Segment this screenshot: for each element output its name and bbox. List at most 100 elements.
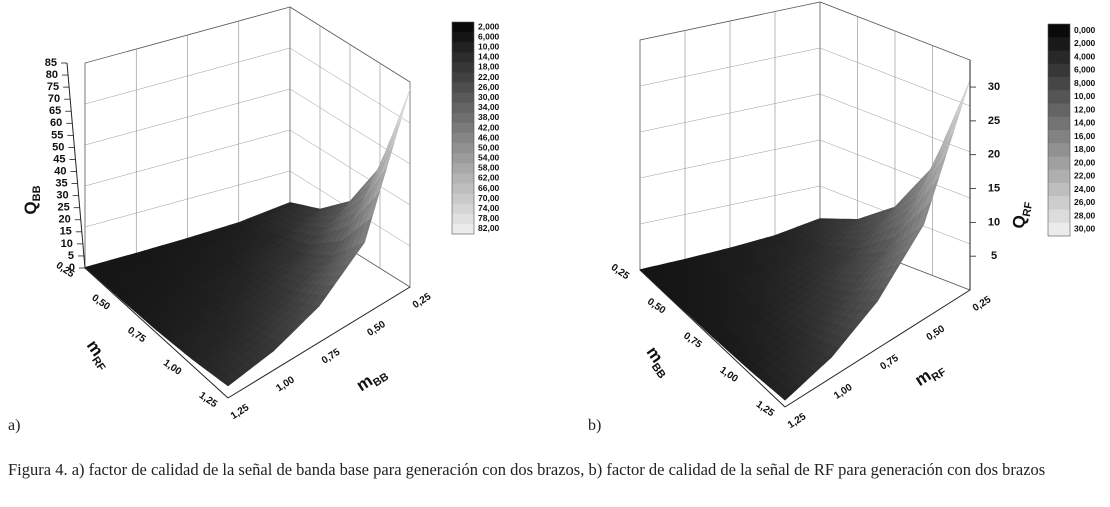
colorbar-swatch: [452, 92, 474, 104]
colorbar-label: 22,00: [478, 72, 500, 82]
colorbar-swatch: [452, 112, 474, 124]
chart-a: 0,250,500,751,001,250,250,500,751,001,25…: [21, 6, 500, 422]
colorbar-swatch: [1048, 196, 1070, 210]
colorbar-label: 42,00: [478, 122, 500, 132]
z-axis-title: QBB: [21, 185, 42, 214]
colorbar-swatch: [1048, 116, 1070, 131]
wall-grid-line: [819, 47, 971, 107]
surface-patch: [954, 80, 971, 120]
colorbar-swatch: [452, 203, 474, 215]
y-tick-label: 0,50: [645, 296, 668, 316]
y-axis-title: mBB: [640, 343, 675, 381]
y-tick-label: 0,75: [681, 331, 704, 351]
colorbar-swatch: [452, 163, 474, 174]
wall-grid-line: [84, 88, 291, 146]
figure-caption: Figura 4. a) factor de calidad de la señ…: [8, 460, 1046, 479]
colorbar-label: 20,00: [1074, 157, 1096, 167]
z-tick-label: 25: [988, 115, 1000, 127]
colorbar-swatch: [452, 82, 474, 94]
x-tick-label: 1,25: [786, 411, 809, 431]
colorbar-label: 0,000: [1074, 25, 1096, 35]
colorbar-label: 2,000: [478, 21, 500, 31]
z-tick-label: 20: [59, 214, 71, 226]
surface-patch: [396, 89, 411, 129]
z-tick-label: 75: [47, 81, 59, 93]
x-tick-label: 0,75: [878, 352, 901, 372]
y-axis-title: mRF: [81, 337, 116, 374]
z-tick-label: 65: [49, 105, 61, 117]
z-tick-label: 5: [68, 250, 74, 262]
colorbar-label: 62,00: [478, 173, 500, 183]
wall-grid-line: [819, 139, 971, 199]
colorbar-swatch: [452, 213, 474, 225]
colorbar-swatch: [1048, 63, 1070, 78]
colorbar-label: 74,00: [478, 203, 500, 213]
colorbar-swatch: [1048, 183, 1070, 197]
colorbar-label: 6,000: [1074, 65, 1096, 75]
x-tick-label: 0,50: [925, 323, 948, 343]
z-tick-label: 80: [46, 69, 58, 81]
z-tick-label: 10: [988, 216, 1000, 228]
colorbar-label: 16,00: [1074, 131, 1096, 141]
colorbar-swatch: [1048, 130, 1070, 144]
colorbar-swatch: [452, 22, 474, 33]
chart-b: 0,25 0,50 0,75 1,00 1,25 0,25 0,50 0,75 1,00 1,25…: [609, 1, 1096, 431]
z-tick-label: 0: [69, 262, 75, 274]
colorbar-swatch: [452, 183, 474, 195]
colorbar-label: 12,00: [1074, 104, 1096, 114]
x-tick-label: 1,00: [274, 374, 297, 394]
colorbar-swatch: [452, 32, 474, 43]
wall-grid-line: [84, 129, 291, 187]
colorbar-label: 6,000: [478, 31, 500, 41]
z-axis-title: QRF: [1009, 199, 1035, 230]
z-tick-label: 85: [45, 57, 57, 69]
z-tick-label: 60: [50, 117, 62, 129]
wall-grid-line: [639, 185, 821, 225]
x-tick-label: 0,75: [320, 346, 343, 366]
colorbar-swatch: [1048, 156, 1070, 171]
colorbar-frame: [451, 21, 475, 235]
z-tick-label: 45: [53, 153, 65, 165]
x-tick-label: 1,00: [832, 382, 855, 402]
colorbar-swatch: [452, 72, 474, 83]
colorbar-label: 26,00: [1074, 197, 1096, 207]
colorbar-label: 66,00: [478, 183, 500, 193]
colorbar-label: 82,00: [478, 223, 500, 233]
colorbar-label: 18,00: [1074, 144, 1096, 154]
z-tick-label: 40: [54, 165, 66, 177]
x-axis-title: mRF: [912, 358, 949, 392]
colorbar-swatch: [1048, 143, 1070, 157]
z-tick-label: 30: [988, 81, 1000, 93]
z-tick-label: 10: [61, 238, 73, 250]
colorbar-swatch: [1048, 169, 1070, 184]
colorbar-swatch: [1048, 24, 1070, 38]
wall-grid-line: [639, 47, 821, 87]
z-tick-label: 25: [57, 202, 69, 214]
colorbar-label: 38,00: [478, 112, 500, 122]
colorbar-swatch: [452, 102, 474, 114]
colorbar-label: 70,00: [478, 193, 500, 203]
colorbar-label: 30,00: [1074, 224, 1096, 234]
colorbar-label: 2,000: [1074, 38, 1096, 48]
colorbar-swatch: [1048, 50, 1070, 65]
colorbar-label: 10,00: [478, 41, 500, 51]
y-tick-label: 0,50: [90, 293, 113, 313]
colorbar-swatch: [452, 62, 474, 73]
colorbar-swatch: [452, 133, 474, 144]
panel-label-b: b): [588, 417, 602, 434]
colorbar-swatch: [1048, 103, 1070, 118]
colorbar-label: 28,00: [1074, 210, 1096, 220]
y-tick-label: 1,25: [754, 399, 777, 419]
x-axis-line: [227, 286, 411, 399]
colorbar-swatch: [452, 193, 474, 205]
colorbar-label: 30,00: [478, 92, 500, 102]
colorbar-label: 78,00: [478, 213, 500, 223]
y-tick-label: 1,25: [197, 390, 220, 410]
colorbar-swatch: [452, 122, 474, 134]
z-tick-label: 30: [56, 190, 68, 202]
colorbar-label: 10,00: [1074, 91, 1096, 101]
panel-label-a: a): [8, 417, 21, 434]
y-axis-line: [84, 267, 229, 399]
wall-grid-line: [84, 47, 291, 105]
